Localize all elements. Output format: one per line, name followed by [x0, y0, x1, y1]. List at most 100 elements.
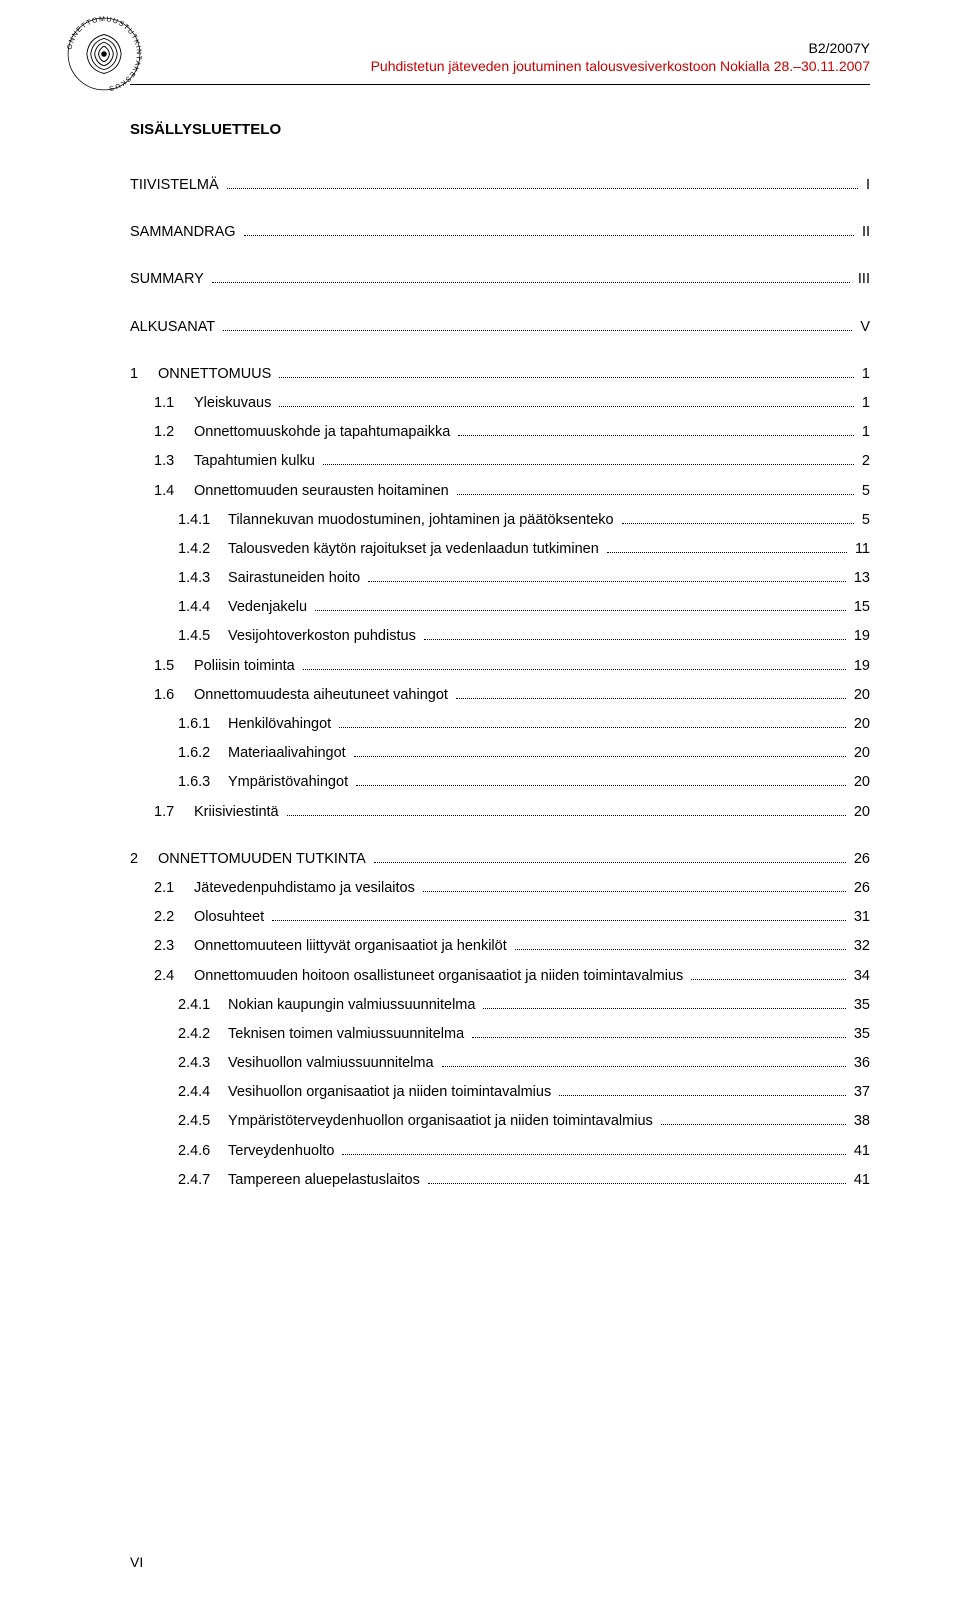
toc-entry-page: 5 — [858, 509, 870, 532]
toc-entry-page: 5 — [858, 480, 870, 503]
toc-entry: SUMMARYIII — [130, 268, 870, 291]
toc-entry-label: 2.4Onnettomuuden hoitoon osallistuneet o… — [154, 965, 687, 988]
toc-entry-number: 1.4.4 — [178, 596, 228, 619]
toc-spacer — [130, 250, 870, 268]
toc-entry-number: 2.1 — [154, 877, 194, 900]
toc-entry-label: 1.5Poliisin toiminta — [154, 655, 299, 678]
toc-entry: 1.6.2Materiaalivahingot 20 — [130, 742, 870, 765]
toc-entry: 2.4.3Vesihuollon valmiussuunnitelma36 — [130, 1052, 870, 1075]
toc-entry-text: ONNETTOMUUS — [158, 366, 271, 382]
toc-entry-number: 2.4.1 — [178, 994, 228, 1017]
toc-entry-number: 2.4.7 — [178, 1169, 228, 1192]
toc-leader-dots — [457, 480, 854, 494]
toc-entry-number: 2.2 — [154, 906, 194, 929]
toc-spacer — [130, 298, 870, 316]
toc-entry-label: 2.2Olosuhteet — [154, 906, 268, 929]
toc-entry-page: 1 — [858, 392, 870, 415]
toc-entry-number: 1.4.5 — [178, 625, 228, 648]
toc-entry-page: 11 — [851, 538, 870, 561]
toc-entry-text: ONNETTOMUUDEN TUTKINTA — [158, 851, 366, 867]
toc-entry-page: 41 — [850, 1140, 870, 1163]
toc-entry-number: 2 — [130, 848, 158, 871]
toc-entry-label: 2.4.7Tampereen aluepelastuslaitos — [178, 1169, 424, 1192]
toc-entry-number: 1.6 — [154, 684, 194, 707]
toc-entry-page: 1 — [858, 421, 870, 444]
toc-leader-dots — [424, 626, 846, 640]
toc-leader-dots — [244, 222, 854, 236]
toc-leader-dots — [374, 849, 846, 863]
toc-entry-label: SUMMARY — [130, 268, 208, 291]
toc-leader-dots — [442, 1053, 846, 1067]
toc-entry-label: 1.4.5Vesijohtoverkoston puhdistus — [178, 625, 420, 648]
toc-entry: 1.3Tapahtumien kulku2 — [130, 450, 870, 473]
toc-leader-dots — [323, 451, 854, 465]
toc-entry: 1.2Onnettomuuskohde ja tapahtumapaikka1 — [130, 421, 870, 444]
toc-leader-dots — [515, 936, 846, 950]
toc-entry: 2.2Olosuhteet31 — [130, 906, 870, 929]
toc-leader-dots — [279, 364, 854, 378]
toc-entry-page: 37 — [850, 1081, 870, 1104]
toc-entry-label: 2.4.5Ympäristöterveydenhuollon organisaa… — [178, 1110, 657, 1133]
toc-entry: 2.4.1Nokian kaupungin valmiussuunnitelma… — [130, 994, 870, 1017]
document-subtitle: Puhdistetun jäteveden joutuminen talousv… — [130, 58, 870, 74]
toc-leader-dots — [428, 1170, 846, 1184]
toc-entry: 1.4Onnettomuuden seurausten hoitaminen 5 — [130, 480, 870, 503]
toc-entry-label: 1ONNETTOMUUS — [130, 363, 275, 386]
toc-leader-dots — [472, 1024, 846, 1038]
toc-entry-page: I — [862, 174, 870, 197]
toc-entry: 1ONNETTOMUUS1 — [130, 363, 870, 386]
toc-entry-page: 41 — [850, 1169, 870, 1192]
toc-leader-dots — [287, 802, 846, 816]
toc-entry-page: 36 — [850, 1052, 870, 1075]
toc-entry-text: Onnettomuuden seurausten hoitaminen — [194, 483, 449, 499]
toc-entry: 2.4.2Teknisen toimen valmiussuunnitelma3… — [130, 1023, 870, 1046]
toc-entry-label: TIIVISTELMÄ — [130, 174, 223, 197]
toc-entry-number: 1.4.2 — [178, 538, 228, 561]
toc-leader-dots — [339, 714, 846, 728]
toc-spacer — [130, 830, 870, 848]
document-id: B2/2007Y — [130, 40, 870, 56]
toc-entry: 1.4.4Vedenjakelu15 — [130, 596, 870, 619]
toc-entry-number: 1.6.3 — [178, 771, 228, 794]
toc-entry-text: Henkilövahingot — [228, 716, 331, 732]
toc-entry: 2.4.5Ympäristöterveydenhuollon organisaa… — [130, 1110, 870, 1133]
toc-entry-label: 1.4.4Vedenjakelu — [178, 596, 311, 619]
toc-entry: 2.4Onnettomuuden hoitoon osallistuneet o… — [130, 965, 870, 988]
toc-leader-dots — [622, 510, 854, 524]
toc-entry: 1.4.1Tilannekuvan muodostuminen, johtami… — [130, 509, 870, 532]
toc-entry: 1.6.3Ympäristövahingot20 — [130, 771, 870, 794]
toc-entry: 1.7Kriisiviestintä20 — [130, 801, 870, 824]
toc-entry-label: 1.1Yleiskuvaus — [154, 392, 275, 415]
toc-entry-text: Vesihuollon organisaatiot ja niiden toim… — [228, 1084, 551, 1100]
toc-leader-dots — [315, 597, 846, 611]
toc-entry-text: Sairastuneiden hoito — [228, 570, 360, 586]
toc-entry-label: 1.4.3Sairastuneiden hoito — [178, 567, 364, 590]
toc-entry: ALKUSANATV — [130, 316, 870, 339]
toc-entry-label: 1.6Onnettomuudesta aiheutuneet vahingot — [154, 684, 452, 707]
toc-entry-page: 26 — [850, 877, 870, 900]
toc-leader-dots — [342, 1141, 845, 1155]
toc-entry: 1.6Onnettomuudesta aiheutuneet vahingot2… — [130, 684, 870, 707]
toc-entry-label: 2.1Jätevedenpuhdistamo ja vesilaitos — [154, 877, 419, 900]
toc-entry-number: 1.6.2 — [178, 742, 228, 765]
toc-entry-text: TIIVISTELMÄ — [130, 177, 219, 193]
toc-entry: 2.1Jätevedenpuhdistamo ja vesilaitos 26 — [130, 877, 870, 900]
toc-entry-text: Vedenjakelu — [228, 599, 307, 615]
toc-entry-text: Jätevedenpuhdistamo ja vesilaitos — [194, 880, 415, 896]
toc-entry-number: 1.6.1 — [178, 713, 228, 736]
toc-leader-dots — [227, 175, 858, 189]
toc-entry-text: Nokian kaupungin valmiussuunnitelma — [228, 997, 475, 1013]
toc-entry-text: Onnettomuudesta aiheutuneet vahingot — [194, 687, 448, 703]
toc-entry: TIIVISTELMÄ I — [130, 174, 870, 197]
toc-entry-label: 2ONNETTOMUUDEN TUTKINTA — [130, 848, 370, 871]
toc-entry-label: 2.4.2Teknisen toimen valmiussuunnitelma — [178, 1023, 468, 1046]
toc-entry-label: 1.6.2Materiaalivahingot — [178, 742, 350, 765]
toc-entry-page: 20 — [850, 742, 870, 765]
toc-entry-number: 1.3 — [154, 450, 194, 473]
toc-entry: 1.5Poliisin toiminta19 — [130, 655, 870, 678]
toc-entry-page: 38 — [850, 1110, 870, 1133]
toc-entry-label: 1.6.3Ympäristövahingot — [178, 771, 352, 794]
page-header: ONNETTOMUUSTUTKINTAKESKUS B2/2007Y Puhdi… — [130, 40, 870, 74]
toc-leader-dots — [368, 568, 846, 582]
toc-entry-number: 1.4 — [154, 480, 194, 503]
